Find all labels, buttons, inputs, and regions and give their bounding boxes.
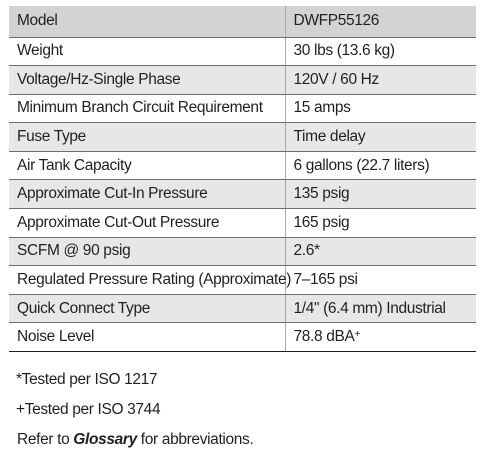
table-row: Air Tank Capacity 6 gallons (22.7 liters… xyxy=(9,151,476,181)
table-row: Weight 30 lbs (13.6 kg) xyxy=(9,37,476,67)
row-value: 7–165 psi xyxy=(285,265,476,295)
row-label: Fuse Type xyxy=(9,122,286,152)
row-label: Voltage/Hz-Single Phase xyxy=(9,65,286,95)
noise-level-value: 78.8 dBA xyxy=(293,328,355,346)
glossary-link[interactable]: Glossary xyxy=(73,431,137,448)
table-row: Voltage/Hz-Single Phase 120V / 60 Hz xyxy=(9,65,476,95)
row-label: Approximate Cut-In Pressure xyxy=(9,179,286,210)
footnote-plus-marker: + xyxy=(354,329,360,341)
table-row: Regulated Pressure Rating (Approximate) … xyxy=(9,265,476,295)
specifications-table: Model DWFP55126 Weight 30 lbs (13.6 kg) … xyxy=(9,6,476,353)
table-row: Noise Level 78.8 dBA+ xyxy=(9,322,476,353)
table-row: Approximate Cut-Out Pressure 165 psig xyxy=(9,208,476,238)
glossary-reference-suffix: for abbreviations. xyxy=(136,431,254,448)
table-row: SCFM @ 90 psig 2.6* xyxy=(9,237,476,267)
row-value: Time delay xyxy=(285,122,476,152)
row-value: 135 psig xyxy=(285,179,476,210)
glossary-reference: Refer to Glossary for abbreviations. xyxy=(16,430,254,460)
specifications-table-container: Model DWFP55126 Weight 30 lbs (13.6 kg) … xyxy=(9,6,476,353)
row-label: Weight xyxy=(9,37,286,67)
header-label: Model xyxy=(9,6,286,38)
footnote-iso-1217: *Tested per ISO 1217 xyxy=(16,371,158,388)
row-value: 30 lbs (13.6 kg) xyxy=(285,37,476,67)
footnote-iso-3744: +Tested per ISO 3744 xyxy=(16,401,161,418)
table-row: Quick Connect Type 1/4" (6.4 mm) Industr… xyxy=(9,294,476,324)
footnotes: *Tested per ISO 1217 +Tested per ISO 374… xyxy=(16,370,254,460)
table-row: Approximate Cut-In Pressure 135 psig xyxy=(9,179,476,210)
row-value: 120V / 60 Hz xyxy=(285,65,476,95)
row-value: 2.6* xyxy=(285,237,476,267)
row-label: Approximate Cut-Out Pressure xyxy=(9,208,286,238)
row-label: Noise Level xyxy=(9,322,286,353)
header-model-value: DWFP55126 xyxy=(285,6,476,38)
row-value: 15 amps xyxy=(285,94,476,124)
row-value: 165 psig xyxy=(285,208,476,238)
table-row: Minimum Branch Circuit Requirement 15 am… xyxy=(9,94,476,124)
row-label: Quick Connect Type xyxy=(9,294,286,324)
table-row: Fuse Type Time delay xyxy=(9,122,476,152)
row-label: SCFM @ 90 psig xyxy=(9,237,286,267)
row-label: Regulated Pressure Rating (Approximate) xyxy=(9,265,291,295)
row-value: 78.8 dBA+ xyxy=(285,322,476,353)
glossary-reference-prefix: Refer to xyxy=(17,431,74,448)
row-value: 1/4" (6.4 mm) Industrial xyxy=(285,294,476,324)
row-label: Air Tank Capacity xyxy=(9,151,286,181)
table-header-row: Model DWFP55126 xyxy=(9,6,476,38)
row-value: 6 gallons (22.7 liters) xyxy=(285,151,476,181)
row-label: Minimum Branch Circuit Requirement xyxy=(9,94,286,124)
